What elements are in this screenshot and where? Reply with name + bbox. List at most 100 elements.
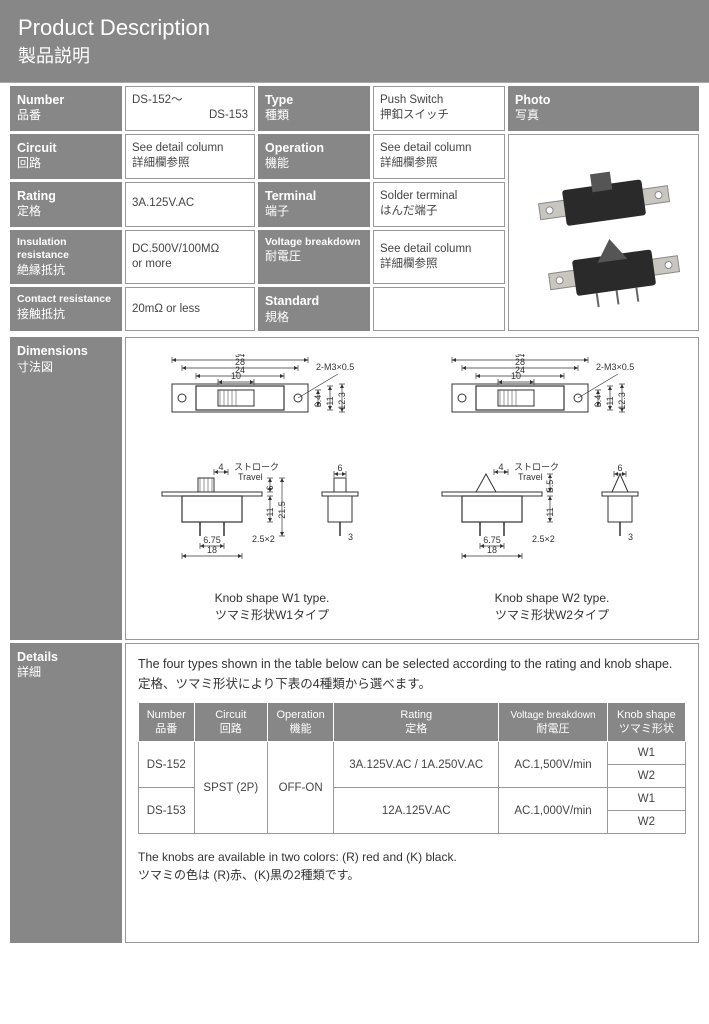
label-jp: 耐電圧 <box>265 249 363 265</box>
td-knob: W2 <box>607 811 685 834</box>
th-number: Number品番 <box>139 702 195 742</box>
val-l1: See detail column <box>380 141 498 157</box>
photo-cell <box>508 134 699 332</box>
val-l2: 押釦スイッチ <box>380 108 498 124</box>
intro-en: The four types shown in the table below … <box>138 657 672 671</box>
spec-value-number: DS-152～ DS-153 <box>125 86 255 131</box>
svg-text:18: 18 <box>207 545 217 555</box>
th-circuit: Circuit回路 <box>194 702 268 742</box>
cap-jp: ツマミ形状W2タイプ <box>495 608 609 622</box>
spec-label-terminal: Terminal 端子 <box>258 182 370 227</box>
td-circuit: SPST (2P) <box>194 742 268 834</box>
spec-value-rating: 3A.125V.AC <box>125 182 255 227</box>
page-header: Product Description 製品説明 <box>0 0 709 83</box>
drawings-area: 342824102-M3×0.56.41112.34ストロークTravel6.7… <box>138 348 686 624</box>
val-l1: See detail column <box>132 141 248 157</box>
th-operation: Operation機能 <box>268 702 334 742</box>
svg-text:Travel: Travel <box>238 472 263 482</box>
td-knob: W1 <box>607 788 685 811</box>
svg-text:6.4: 6.4 <box>313 395 323 408</box>
svg-text:2-M3×0.5: 2-M3×0.5 <box>596 362 634 372</box>
svg-text:2.5×2: 2.5×2 <box>252 534 275 544</box>
val-l1: DC.500V/100MΩ <box>132 242 248 258</box>
svg-text:6.75: 6.75 <box>203 535 221 545</box>
spec-label-type: Type 種類 <box>258 86 370 131</box>
svg-text:18: 18 <box>487 545 497 555</box>
cap-en: Knob shape W1 type. <box>215 591 330 605</box>
label-en: Voltage breakdown <box>265 236 363 250</box>
details-intro: The four types shown in the table below … <box>138 654 686 694</box>
svg-text:11: 11 <box>265 508 275 517</box>
svg-text:6: 6 <box>265 486 275 491</box>
spec-value-contact: 20mΩ or less <box>125 287 255 331</box>
val-l1: Solder terminal <box>380 189 498 205</box>
spec-value-operation: See detail column 詳細欄参照 <box>373 134 505 179</box>
val-l1: 3A.125V.AC <box>132 196 248 212</box>
label-en: Rating <box>17 188 115 204</box>
spec-label-standard: Standard 規格 <box>258 287 370 331</box>
cap-en: Knob shape W2 type. <box>495 591 610 605</box>
svg-text:12.3: 12.3 <box>337 393 347 411</box>
details-table: Number品番 Circuit回路 Operation機能 Rating定格 … <box>138 702 686 835</box>
th-knob: Knob shapeツマミ形状 <box>607 702 685 742</box>
label-jp: 規格 <box>265 310 363 326</box>
spec-label-circuit: Circuit 回路 <box>10 134 122 179</box>
label-en: Contact resistance <box>17 293 115 307</box>
svg-text:6: 6 <box>337 463 342 473</box>
td-knob: W1 <box>607 742 685 765</box>
label-en: Dimensions <box>17 343 115 359</box>
spec-label-insulation: Insulation resistance 絶縁抵抗 <box>10 230 122 285</box>
spec-value-standard <box>373 287 505 331</box>
svg-text:11: 11 <box>325 397 335 406</box>
label-en: Terminal <box>265 188 363 204</box>
label-jp: 写真 <box>515 108 692 124</box>
note-en: The knobs are available in two colors: (… <box>138 850 457 864</box>
svg-text:2.5×2: 2.5×2 <box>532 534 555 544</box>
table-row: DS-152 SPST (2P) OFF-ON 3A.125V.AC / 1A.… <box>139 742 686 765</box>
label-jp: 品番 <box>17 108 115 124</box>
val-l2: 詳細欄参照 <box>132 156 248 172</box>
svg-text:21.5: 21.5 <box>277 502 287 520</box>
val-l1: DS-152～ <box>132 93 248 109</box>
spec-value-vbreak: See detail column 詳細欄参照 <box>373 230 505 285</box>
val-l2: 詳細欄参照 <box>380 257 498 273</box>
val-l1: 20mΩ or less <box>132 302 248 318</box>
svg-text:3: 3 <box>628 532 633 542</box>
label-jp: 詳細 <box>17 665 115 681</box>
td-number: DS-153 <box>139 788 195 834</box>
svg-text:4: 4 <box>498 462 503 472</box>
label-en: Operation <box>265 140 363 156</box>
note-jp: ツマミの色は (R)赤、(K)黒の2種類です。 <box>138 868 359 882</box>
svg-text:10: 10 <box>231 371 241 381</box>
details-row: Details 詳細 The four types shown in the t… <box>0 640 709 953</box>
svg-text:3: 3 <box>348 532 353 542</box>
svg-text:ストローク: ストローク <box>514 462 559 472</box>
product-photo-placeholder <box>519 152 689 312</box>
label-jp: 回路 <box>17 156 115 172</box>
label-en: Number <box>17 92 115 108</box>
th-rating: Rating定格 <box>334 702 499 742</box>
spec-value-circuit: See detail column 詳細欄参照 <box>125 134 255 179</box>
svg-text:Travel: Travel <box>518 472 543 482</box>
svg-text:11: 11 <box>605 397 615 406</box>
val-l2: はんだ端子 <box>380 204 498 220</box>
intro-jp: 定格、ツマミ形状により下表の4種類から選べます。 <box>138 677 431 691</box>
label-jp: 機能 <box>265 156 363 172</box>
label-en: Insulation resistance <box>17 236 115 263</box>
td-vbreak: AC.1,000V/min <box>499 788 608 834</box>
val-l2: or more <box>132 257 248 273</box>
header-title-jp: 製品説明 <box>18 42 691 68</box>
td-operation: OFF-ON <box>268 742 334 834</box>
svg-text:10: 10 <box>511 371 521 381</box>
caption-right: Knob shape W2 type. ツマミ形状W2タイプ <box>495 590 610 622</box>
details-label: Details 詳細 <box>10 643 122 943</box>
drawing-left: 342824102-M3×0.56.41112.34ストロークTravel6.7… <box>142 354 402 622</box>
val-l2: DS-153 <box>132 108 248 124</box>
label-en: Standard <box>265 293 363 309</box>
drawing-right: 342824102-M3×0.56.41112.34ストロークTravel6.7… <box>422 354 682 622</box>
svg-text:5.5: 5.5 <box>545 480 555 493</box>
dimensions-body: 342824102-M3×0.56.41112.34ストロークTravel6.7… <box>125 337 699 639</box>
td-vbreak: AC.1,500V/min <box>499 742 608 788</box>
spec-label-rating: Rating 定格 <box>10 182 122 227</box>
label-jp: 定格 <box>17 204 115 220</box>
